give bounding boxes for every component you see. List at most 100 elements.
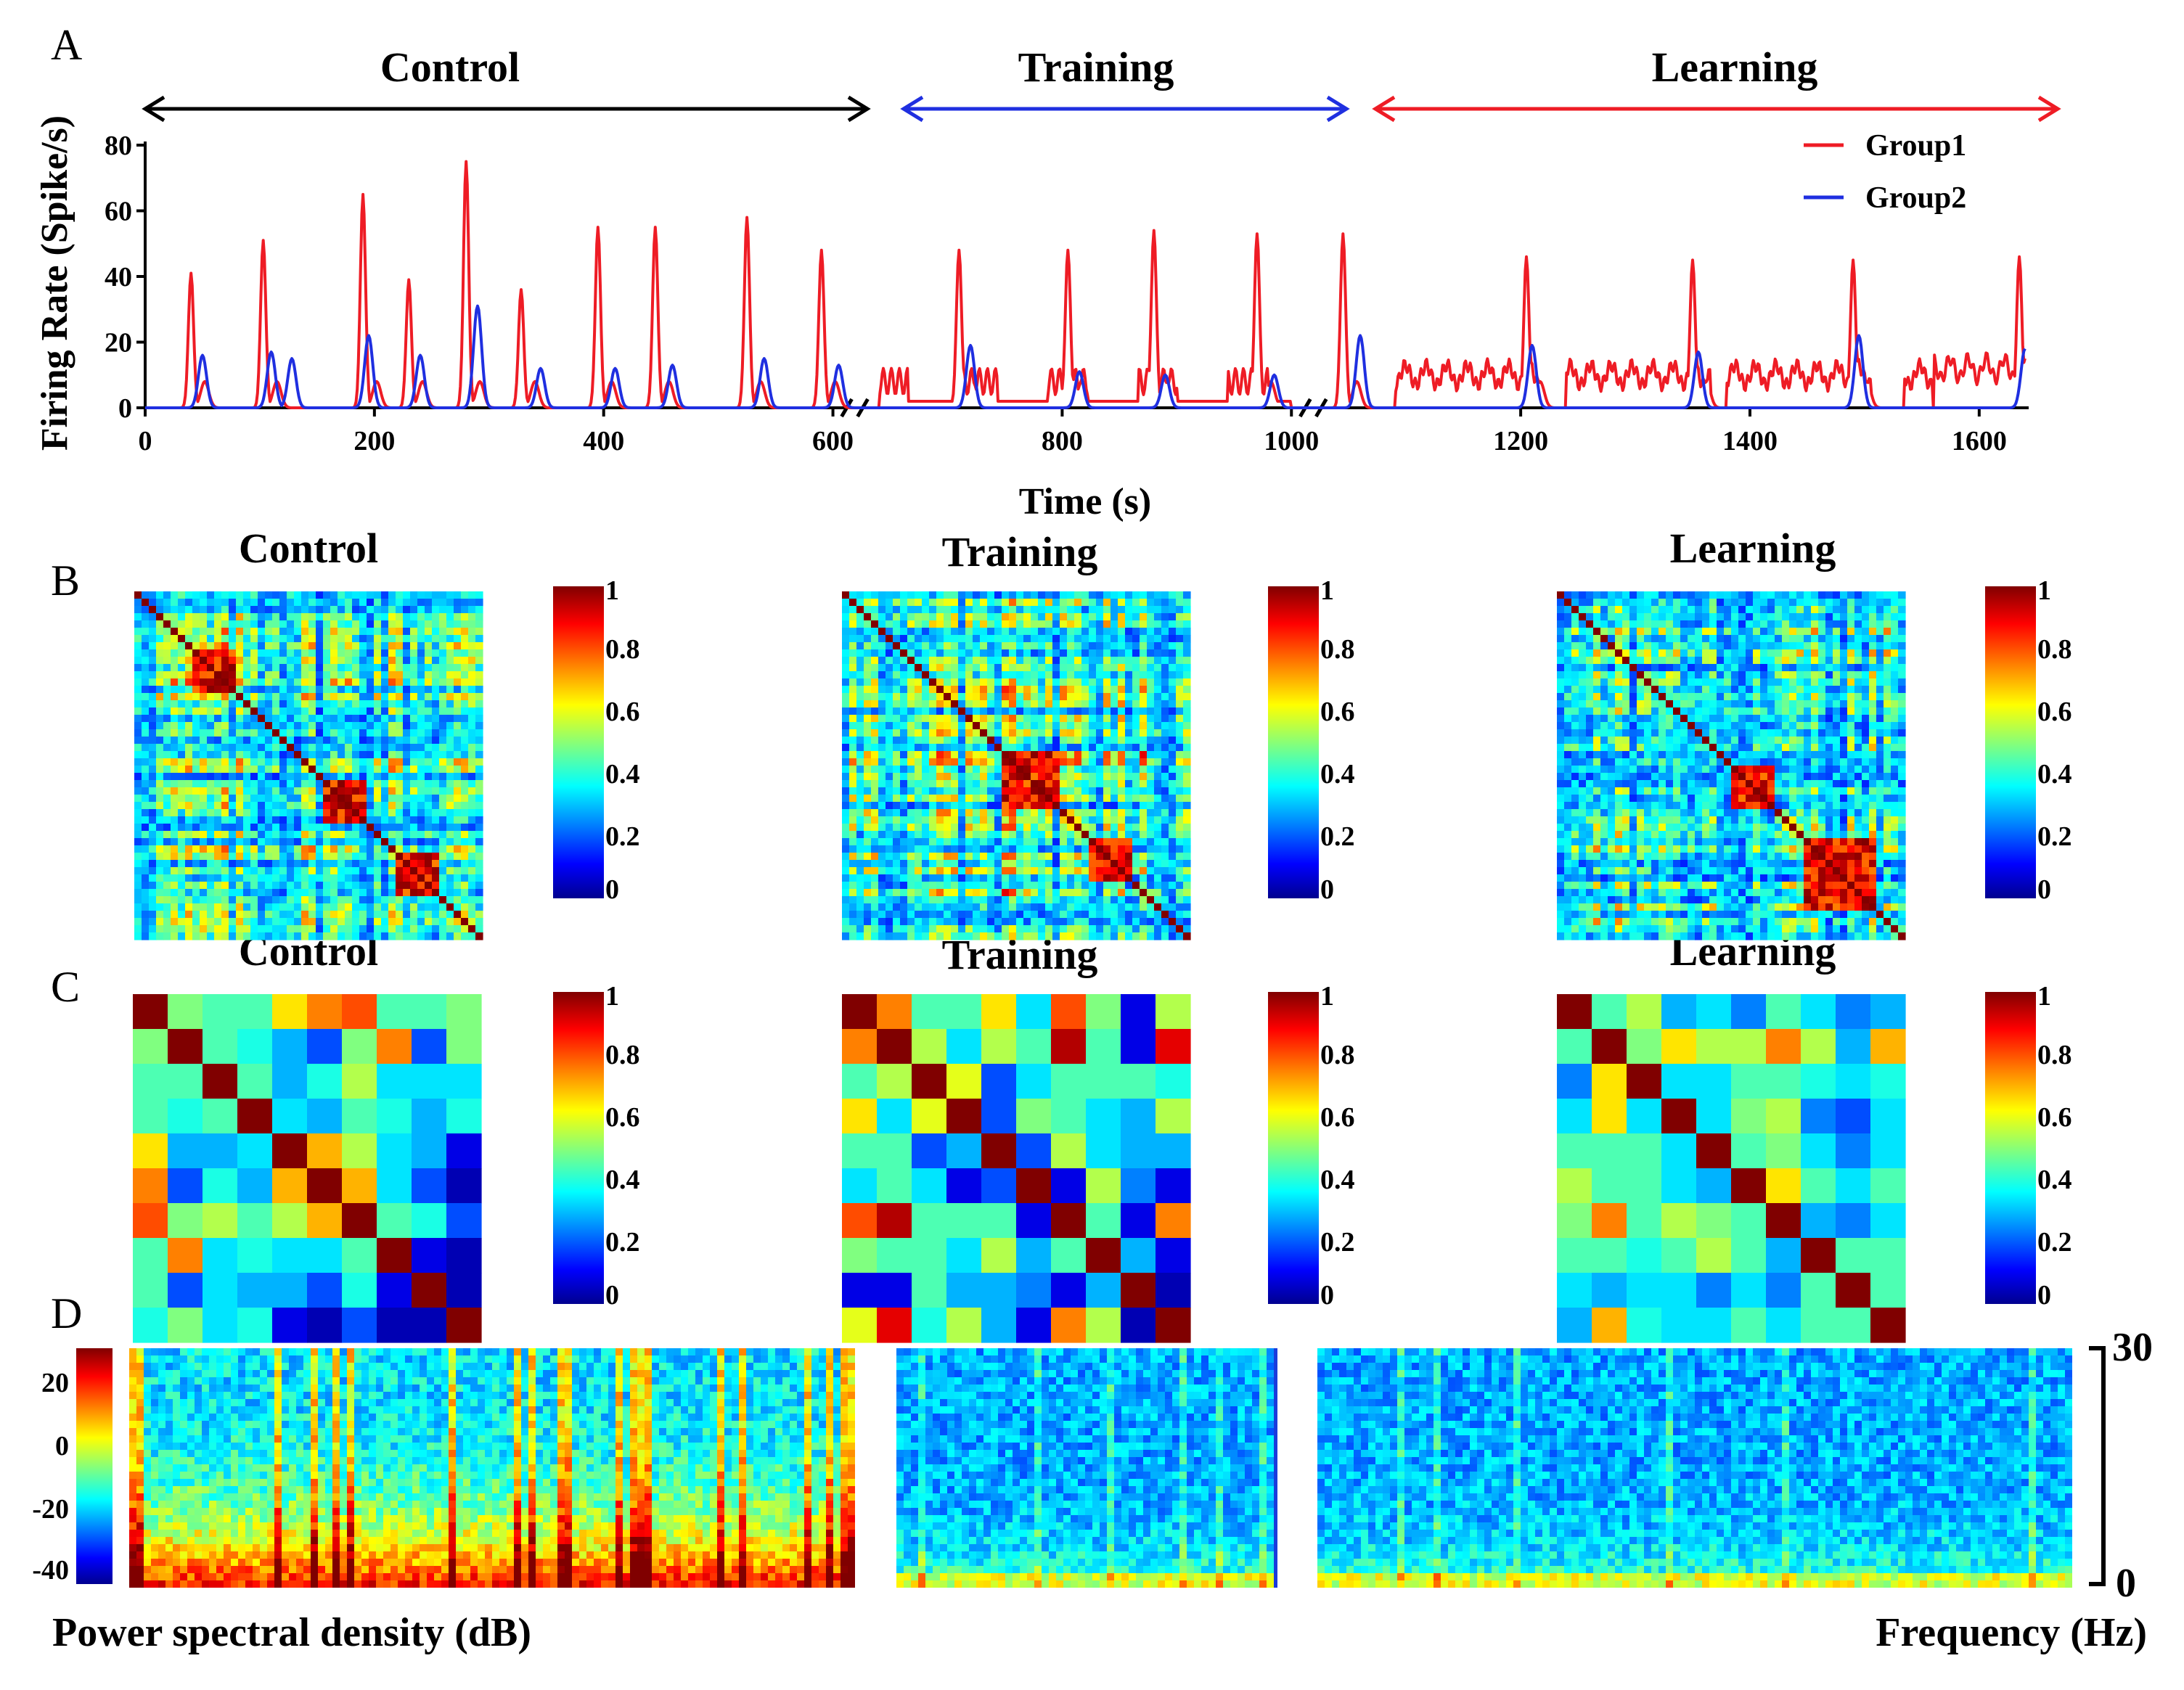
heatmap-cell [1836,1308,1871,1343]
heatmap-cell [1051,1203,1087,1239]
heatmap-cell [1696,1308,1732,1343]
heatmap-cell [1016,1099,1052,1134]
heatmap-cell [1557,1168,1592,1204]
heatmap-cell [1836,1064,1871,1099]
heatmap-cell [342,994,377,1030]
colorbar-tick: 0.6 [1320,1102,1355,1133]
b-matrix-learning [1557,591,1906,940]
heatmap-cell [377,1133,412,1169]
panel-letter-c: C [51,963,80,1011]
colorbar-tick: 0.8 [605,634,640,665]
heatmap-cell [133,1064,168,1099]
heatmap-cell [877,1133,912,1169]
colorbar-tick: 1 [2037,981,2051,1012]
heatmap-cell [981,1029,1017,1065]
x-tick-label: 400 [583,426,624,456]
heatmap-cell [1557,1099,1592,1134]
heatmap-cell [342,1168,377,1204]
b-matrix-training [842,591,1191,940]
heatmap-cell [1156,1273,1191,1308]
colorbar-tick: 0.8 [1320,1040,1355,1070]
phase-title-control: Control [380,44,520,91]
heatmap-cell [912,1064,947,1099]
heatmap-cell [1766,1099,1801,1134]
heatmap-cell [1696,1133,1732,1169]
heatmap-cell [1557,1029,1592,1065]
heatmap-cell [133,1203,168,1239]
heatmap-cell [377,1238,412,1273]
heatmap-cell [272,1273,308,1308]
heatmap-cell [1051,1238,1087,1273]
spectrograms [129,1348,2072,1588]
heatmap-cell [203,1133,238,1169]
heatmap-cell [1051,1133,1087,1169]
heatmap-cell [1627,1029,1662,1065]
heatmap-cell [1731,994,1767,1030]
heatmap-cell [946,994,982,1030]
heatmap-cell [307,1168,343,1204]
heatmap-cell [1766,994,1801,1030]
colorbar-b-1: 0 0.2 0.4 0.6 0.8 1 [553,575,640,905]
heatmap-cell [412,1203,447,1239]
heatmap-cell [203,1064,238,1099]
firing-rate-ylabel: Firing Rate (Spike/s) [34,115,75,451]
heatmap-cell [1836,1203,1871,1239]
heatmap-cell [203,1273,238,1308]
x-tick-label: 1000 [1264,426,1319,456]
heatmap-cell [412,1308,447,1343]
heatmap-cell [842,1168,878,1204]
heatmap-cell [1870,1238,1906,1273]
heatmap-cell [1731,1238,1767,1273]
heatmap-cell [912,1203,947,1239]
heatmap-cell [1696,1203,1732,1239]
heatmap-cell [412,994,447,1030]
heatmap-cell [946,1029,982,1065]
heatmap-cell [446,1064,482,1099]
x-tick-label: 200 [353,426,395,456]
heatmap-cell [1661,1203,1697,1239]
heatmap-cell [133,1273,168,1308]
spectrogram-control [129,1348,855,1588]
heatmap-cell [912,1099,947,1134]
learning-arrow [1372,95,2061,123]
heatmap-cell [1766,1203,1801,1239]
heatmap-cell [1121,1238,1156,1273]
colorbar-tick: 0.4 [2037,1165,2072,1195]
heatmap-cell [1156,1238,1191,1273]
colorbar-tick: 0.4 [605,759,640,789]
heatmap-cell [1592,1168,1627,1204]
heatmap-cell [446,1203,482,1239]
heatmap-cell [1801,1029,1836,1065]
heatmap-cell [946,1133,982,1169]
b-matrix-control [134,591,483,940]
phase-arrows [142,95,2061,123]
heatmap-cell [1592,1203,1627,1239]
heatmap-cell [272,1203,308,1239]
heatmap-cell [1801,1064,1836,1099]
heatmap-cell [1696,1099,1732,1134]
heatmap-cell [133,1168,168,1204]
heatmap-cell [1156,1133,1191,1169]
colorbar-tick: 0.2 [605,1227,640,1258]
heatmap-cell [981,1308,1017,1343]
psd-tick-minus20: -20 [32,1494,69,1525]
heatmap-cell [1592,1029,1627,1065]
heatmap-cell [412,1133,447,1169]
heatmap-cell [412,1029,447,1065]
heatmap-cell [1627,1238,1662,1273]
heatmap-cell [877,1273,912,1308]
heatmap-cell [342,1203,377,1239]
y-tick-label: 80 [105,131,132,161]
series-line-group1 [144,160,2026,409]
heatmap-cell [981,994,1017,1030]
legend-label-group2: Group2 [1865,181,1966,215]
frequency-bracket [2089,1346,2106,1586]
heatmap-cell [446,1168,482,1204]
heatmap-cell [1731,1133,1767,1169]
colorbar-tick: 0 [1320,874,1334,905]
heatmap-cell [842,1203,878,1239]
heatmap-cell [1870,1168,1906,1204]
psd-tick-20: 20 [41,1368,69,1398]
heatmap-cell [1592,994,1627,1030]
colorbar-tick: 0 [605,874,619,905]
